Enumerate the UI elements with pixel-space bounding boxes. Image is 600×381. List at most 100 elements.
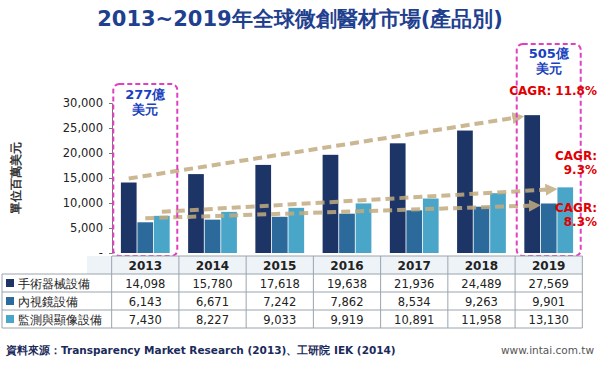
- y-tick-label: 15,000: [63, 171, 103, 185]
- y-tick-label: 20,000: [63, 146, 103, 160]
- table-rule: [178, 256, 179, 328]
- table-rule: [313, 256, 314, 328]
- table-rule: [515, 256, 516, 328]
- table-rule: [2, 328, 582, 329]
- category-label: 2016: [330, 259, 363, 273]
- bar: [406, 210, 422, 253]
- category-label: 2014: [196, 259, 229, 273]
- category-label: 2018: [465, 259, 498, 273]
- table-rule: [2, 292, 582, 293]
- bar: [188, 174, 204, 253]
- table-rule: [112, 256, 582, 257]
- plot-area: [121, 115, 573, 253]
- chart: 2013~2019年全球微創醫材市場(產品別)-5,00010,00015,00…: [0, 0, 600, 381]
- table-value: 11,958: [461, 313, 501, 327]
- website: www.intai.com.tw: [501, 344, 594, 356]
- trend-arrow: [145, 205, 535, 218]
- bar: [221, 212, 237, 253]
- category-label: 2013: [129, 259, 162, 273]
- table-value: 8,534: [398, 295, 431, 309]
- bar: [137, 222, 153, 253]
- bar: [524, 115, 540, 253]
- table-value: 13,130: [529, 313, 569, 327]
- y-tick: 15,000: [63, 171, 112, 185]
- highlight-box: [113, 84, 177, 256]
- table-value: 14,098: [125, 277, 165, 291]
- bar: [272, 217, 288, 253]
- legend-label: 監測與顯像設備: [18, 313, 102, 327]
- y-tick-mark: [109, 203, 112, 204]
- legend-swatch: [6, 315, 14, 323]
- annotation: CAGR:9.3%: [555, 149, 597, 177]
- y-axis-title: 單位百萬美元: [9, 142, 23, 215]
- table-value: 9,033: [263, 313, 296, 327]
- annotation: CAGR:8.3%: [555, 201, 597, 229]
- y-tick-label: 25,000: [63, 121, 103, 135]
- category-label: 2019: [532, 259, 565, 273]
- table-value: 24,489: [461, 277, 501, 291]
- annotation: 277億美元: [125, 87, 166, 117]
- y-tick: 20,000: [63, 146, 112, 160]
- table-rule: [246, 256, 247, 328]
- y-tick: 25,000: [63, 121, 112, 135]
- category-label: 2015: [263, 259, 296, 273]
- table-rule: [582, 256, 583, 328]
- y-tick-mark: [109, 228, 112, 229]
- category-label: 2017: [398, 259, 431, 273]
- table-header-bg: [87, 256, 582, 274]
- table-rule: [2, 310, 582, 311]
- table-rule: [2, 274, 3, 328]
- legend-label: 內視鏡設備: [18, 295, 78, 309]
- bar: [205, 220, 221, 253]
- legend-label: 手術器械設備: [18, 277, 90, 291]
- table-value: 6,143: [129, 295, 162, 309]
- legend-swatch: [6, 279, 14, 287]
- table-rule: [380, 256, 381, 328]
- bar-series: [121, 115, 540, 253]
- annotation: 505億美元: [529, 46, 570, 76]
- table-value: 9,263: [465, 295, 498, 309]
- bar: [423, 199, 439, 253]
- title: 2013~2019年全球微創醫材市場(產品別): [97, 7, 503, 31]
- bar: [474, 207, 490, 253]
- table-value: 6,671: [196, 295, 229, 309]
- table-value: 7,862: [331, 295, 364, 309]
- trend-arrow: [162, 189, 552, 212]
- y-tick-mark: [109, 103, 112, 104]
- table-value: 17,618: [260, 277, 300, 291]
- table-value: 9,919: [331, 313, 364, 327]
- y-tick-label: 10,000: [63, 196, 103, 210]
- y-tick-mark: [109, 178, 112, 179]
- y-tick-label: 30,000: [63, 96, 103, 110]
- table-value: 8,227: [196, 313, 229, 327]
- table-rule: [2, 274, 582, 275]
- bar: [255, 165, 271, 253]
- table-rule: [111, 256, 112, 328]
- y-tick-mark: [109, 128, 112, 129]
- table-value: 27,569: [529, 277, 569, 291]
- bar: [154, 216, 170, 253]
- table-value: 15,780: [192, 277, 232, 291]
- bar: [490, 193, 506, 253]
- y-tick-label: 5,000: [70, 221, 103, 235]
- data-table: 2013 2014 2015 2016 2017 2018 2019 手術器械設備 14,098…: [2, 256, 582, 328]
- source: 資料來源：Transparency Market Research (2013)…: [5, 344, 396, 357]
- bar: [457, 131, 473, 253]
- y-tick: 10,000: [63, 196, 112, 210]
- legend-swatch: [6, 297, 14, 305]
- table-value: 7,242: [263, 295, 296, 309]
- y-axis-line: [109, 104, 113, 254]
- bar: [121, 183, 137, 253]
- y-axis: -5,00010,00015,00020,00025,00030,000: [63, 96, 113, 260]
- y-tick: 30,000: [63, 96, 112, 110]
- table-value: 10,891: [394, 313, 434, 327]
- bar: [339, 214, 355, 253]
- table-rule: [447, 256, 448, 328]
- trend-arrow: [129, 117, 519, 178]
- y-tick-mark: [109, 253, 112, 254]
- annotation: CAGR: 11.8%: [509, 84, 597, 98]
- table-value: 21,936: [394, 277, 434, 291]
- table-value: 19,638: [327, 277, 367, 291]
- y-tick-mark: [109, 153, 112, 154]
- table-value: 9,901: [532, 295, 565, 309]
